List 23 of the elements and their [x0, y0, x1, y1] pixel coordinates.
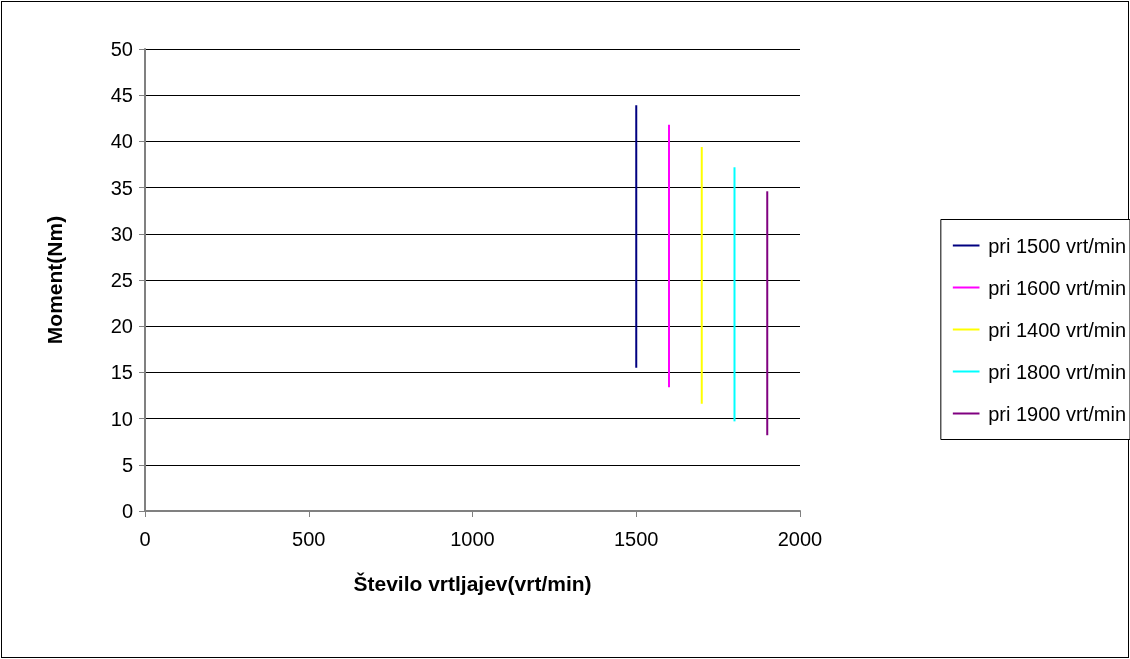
y-tick-label: 40 [110, 130, 133, 153]
y-tick-label: 15 [110, 361, 133, 384]
legend-label: pri 1500 vrt/min [988, 234, 1127, 257]
x-tick-label: 2000 [777, 528, 823, 550]
legend-label: pri 1600 vrt/min [988, 276, 1127, 299]
y-tick-label: 5 [121, 453, 133, 476]
y-tick-label: 50 [110, 38, 133, 60]
x-axis-title: Število vrtljajev(vrt/min) [353, 572, 592, 595]
y-tick-label: 10 [110, 407, 133, 430]
x-tick-label: 1500 [614, 528, 659, 550]
y-tick-label: 0 [121, 500, 133, 522]
legend-label: pri 1800 vrt/min [988, 360, 1127, 383]
legend-label: pri 1900 vrt/min [988, 402, 1127, 425]
x-tick-label: 0 [139, 528, 151, 550]
x-tick-label: 1000 [450, 528, 495, 550]
y-tick-label: 45 [110, 84, 133, 107]
y-tick-label: 20 [110, 315, 133, 338]
y-tick-label: 35 [110, 176, 133, 199]
y-tick-label: 25 [110, 269, 133, 291]
y-axis-title: Moment(Nm) [43, 215, 66, 345]
legend-label: pri 1400 vrt/min [988, 318, 1127, 341]
x-tick-label: 500 [292, 528, 326, 550]
y-tick-label: 30 [110, 222, 133, 245]
